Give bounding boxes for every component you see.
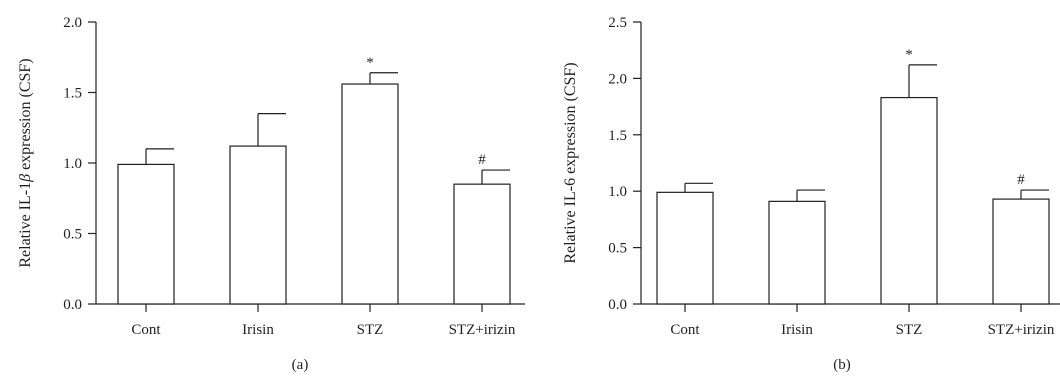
y-tick-label: 1.0 [608,184,627,200]
x-tick-label: STZ+irizin [988,322,1055,338]
y-axis-title: Relative IL-6 expression (CSF) [562,62,579,263]
bar-stz [880,96,938,305]
bar-irisin [229,145,287,305]
chart-panel-a: 0.0 0.5 1.0 1.5 2.0 Cont Irisin STZ * STZ+irizin #… [17,15,525,373]
bar-irisin [768,200,826,305]
y-tick-label: 2.5 [608,15,627,31]
x-tick-label: STZ+irizin [449,322,516,338]
y-tick-label: 0.0 [63,297,82,313]
x-tick-label: STZ [357,322,384,338]
bar-cont [656,191,714,305]
y-tick-label: 0.5 [608,241,627,257]
significance-marker: # [478,152,486,168]
y-tick-label: 1.0 [63,156,82,172]
x-tick-label: STZ [896,322,923,338]
y-tick-label: 1.5 [63,86,82,102]
x-tick-label: Cont [670,322,700,338]
chart-panel-b: 0.0 0.5 1.0 1.5 2.0 2.5 Cont Irisin STZ * STZ+iriz… [562,15,1060,373]
x-tick-label: Cont [131,322,161,338]
panel-label: (a) [292,357,309,373]
y-tick-label: 0.0 [608,297,627,313]
y-tick-label: 0.5 [63,227,82,243]
x-tick-label: Irisin [781,322,813,338]
significance-marker: * [366,55,374,71]
y-tick-label: 2.0 [63,15,82,31]
bar-stz [341,83,399,305]
y-axis-title: Relative IL-1β expression (CSF) [17,58,34,267]
y-tick-label: 1.5 [608,128,627,144]
bar-stz-irizin [453,183,511,305]
y-tick-label: 2.0 [608,71,627,87]
significance-marker: * [905,47,913,63]
significance-marker: # [1017,172,1025,188]
x-tick-label: Irisin [242,322,274,338]
bar-cont [117,163,175,305]
panel-label: (b) [833,357,851,373]
bar-stz-irizin [992,198,1050,305]
